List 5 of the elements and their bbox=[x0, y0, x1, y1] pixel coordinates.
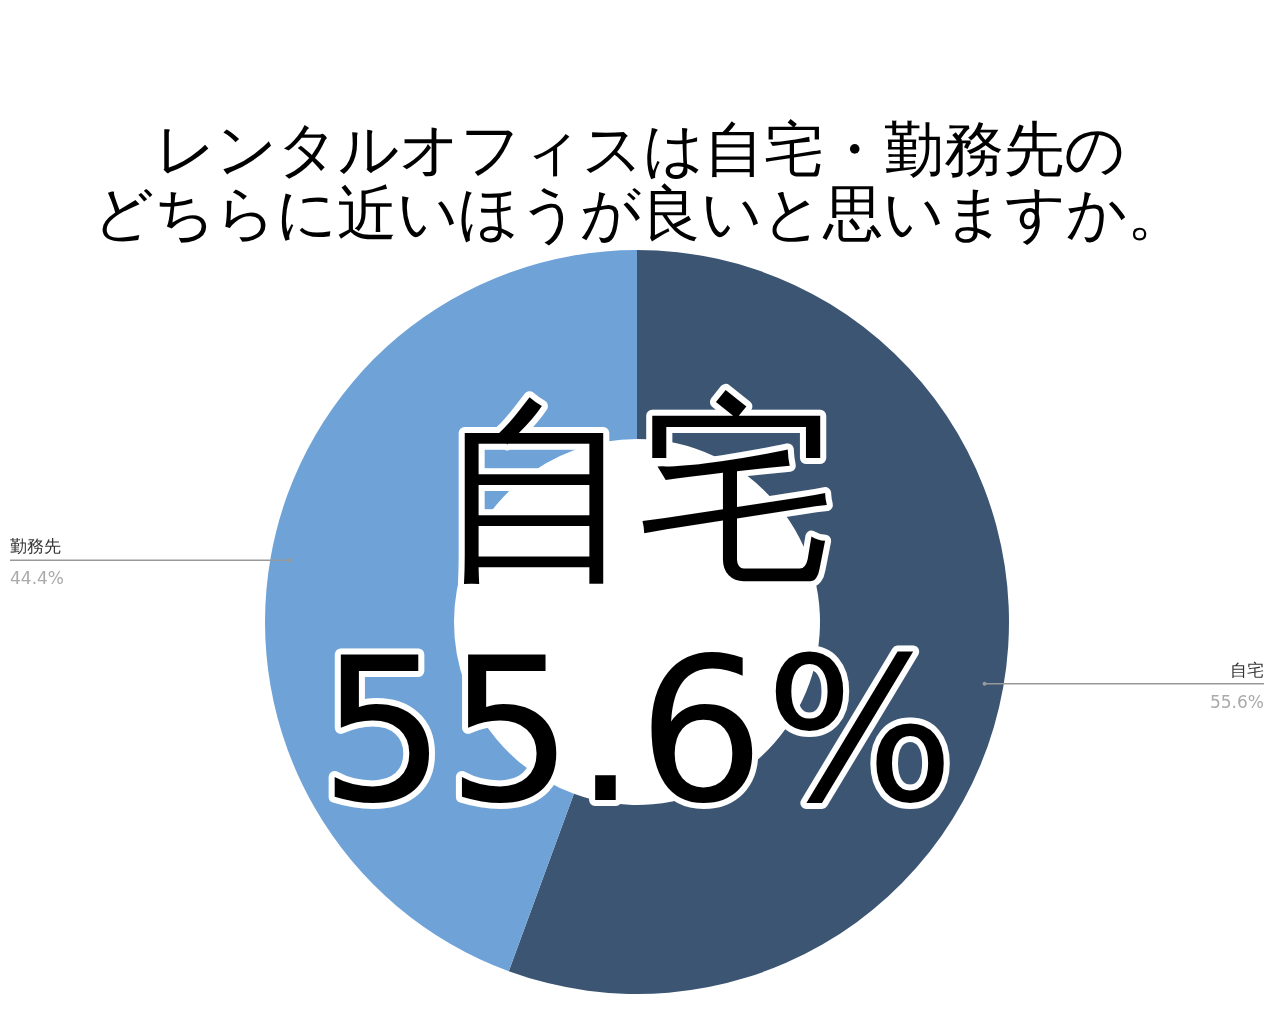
data-label: 44.4% bbox=[10, 568, 65, 589]
slice-label: 勤務先 bbox=[10, 536, 61, 557]
data-label: 55.6% bbox=[1209, 691, 1264, 712]
chart-title: レンタルオフィスは自宅・勤務先のどちらに近いほうが良いと思いますか。 bbox=[93, 114, 1187, 248]
slice-label: 自宅 bbox=[1230, 659, 1264, 680]
